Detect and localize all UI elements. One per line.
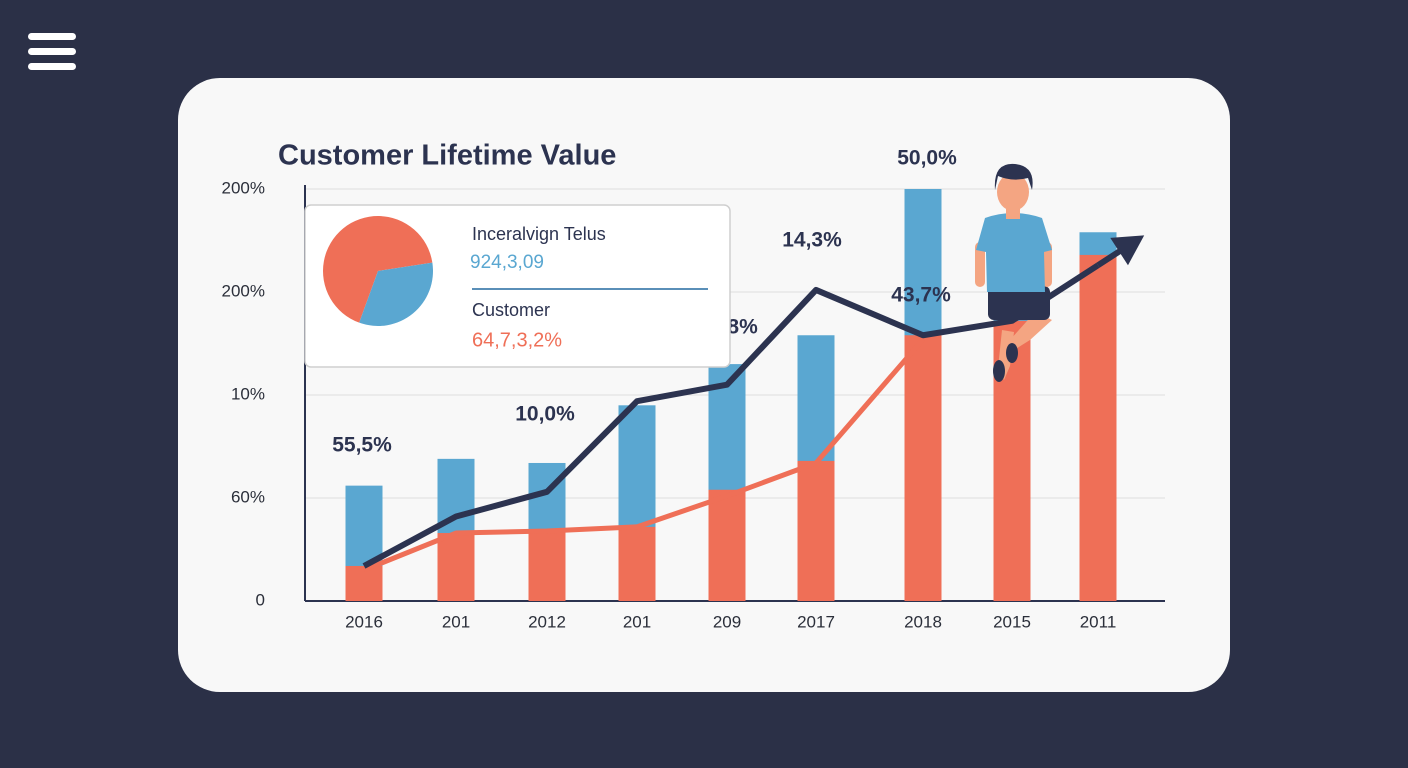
- legend-value: 924,3,09: [470, 252, 544, 273]
- arrow-head: [1110, 235, 1145, 266]
- shorts: [988, 286, 1050, 320]
- y-tick-label: 60%: [231, 487, 265, 506]
- line: [363, 337, 925, 573]
- x-tick-label: 2015: [993, 612, 1031, 631]
- leg: [1010, 312, 1052, 350]
- bar: [708, 489, 746, 601]
- menu-button[interactable]: [28, 33, 76, 70]
- x-tick-label: 2018: [904, 612, 942, 631]
- bar: [437, 533, 475, 601]
- legend-label: Customer: [472, 300, 550, 320]
- shoe: [1006, 343, 1018, 363]
- bar: [797, 460, 835, 601]
- shirt: [976, 213, 1052, 292]
- legend-label: Inceralvign Telus: [472, 224, 606, 244]
- shoe: [993, 360, 1005, 382]
- x-tick-label: 201: [623, 612, 651, 631]
- menu-bar: [28, 48, 76, 55]
- bar: [345, 565, 383, 601]
- x-tick-label: 2017: [797, 612, 835, 631]
- y-tick-label: 200%: [222, 178, 265, 197]
- line: [362, 262, 1100, 569]
- menu-bar: [28, 63, 76, 70]
- x-tick-label: 2016: [345, 612, 383, 631]
- arm: [975, 242, 985, 287]
- bar: [618, 526, 656, 601]
- x-tick-label: 209: [713, 612, 741, 631]
- pie-slice: [322, 216, 433, 323]
- legend-value: 64,7,3,2%: [472, 329, 562, 351]
- y-tick-label: 200%: [222, 281, 265, 300]
- bar: [528, 530, 566, 601]
- x-tick-label: 2012: [528, 612, 566, 631]
- chart-title: Customer Lifetime Value: [278, 140, 616, 172]
- bar: [904, 335, 942, 601]
- bar: [1079, 254, 1117, 602]
- y-tick-label: 0: [256, 590, 265, 609]
- annotation: 55,5%: [332, 434, 392, 457]
- annotation: 43,7%: [891, 284, 951, 307]
- hair: [994, 163, 1033, 190]
- annotation: 50,0%: [897, 147, 957, 170]
- x-tick-label: 2011: [1080, 612, 1117, 631]
- pie-slice: [359, 262, 434, 326]
- annotation: 10,0%: [515, 403, 575, 426]
- menu-bar: [28, 33, 76, 40]
- x-tick-label: 201: [442, 612, 470, 631]
- head: [997, 173, 1029, 211]
- annotation: 14,3%: [782, 229, 842, 252]
- person-illustration: [975, 163, 1052, 382]
- legend-box: Inceralvign Telus 924,3,09 Customer 64,7…: [304, 204, 731, 368]
- y-tick-label: 10%: [231, 384, 265, 403]
